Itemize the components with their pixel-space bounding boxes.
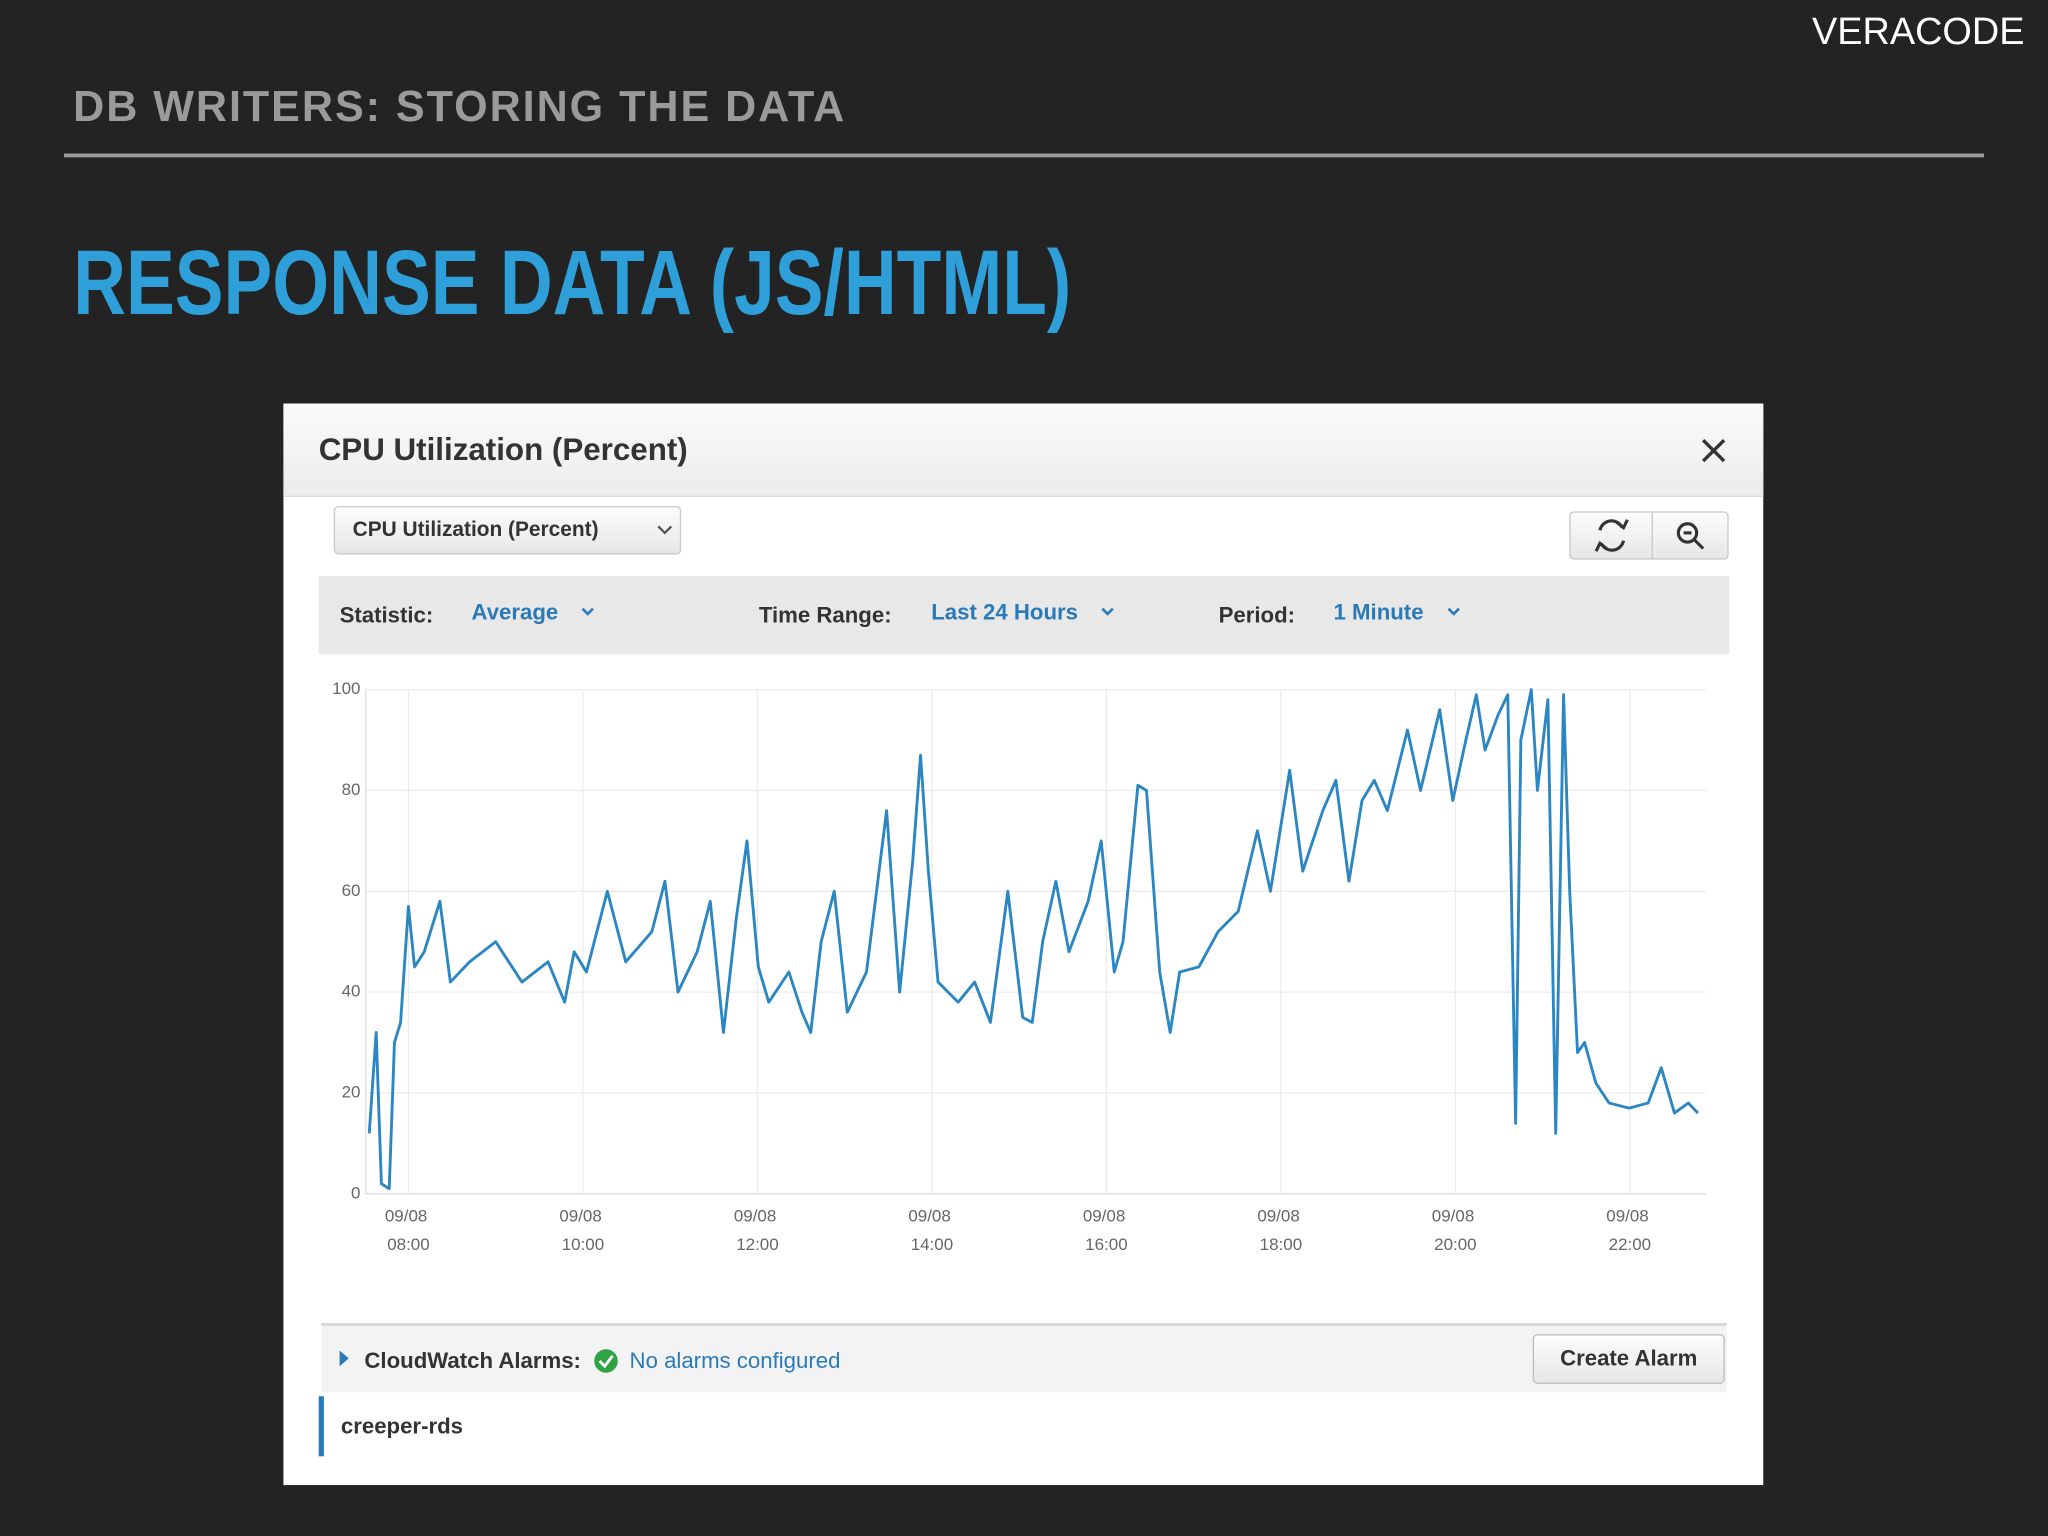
x-tick-label: 09/08 22:00 (1606, 1207, 1653, 1255)
chevron (1101, 607, 1114, 616)
brand: VERACODE (1812, 11, 2024, 53)
y-tick-label: 60 (342, 881, 361, 900)
chevron (581, 607, 594, 616)
period-label: Period: (1219, 602, 1295, 627)
instance-marker (318, 1396, 324, 1457)
statistic-label: Statistic: (340, 602, 434, 627)
alarms-bar (321, 1324, 1727, 1393)
period-select[interactable]: 1 Minute (1334, 600, 1424, 625)
content: VERACODE DB WRITERS: STORING THE DATA RE… (63, 11, 2024, 1486)
options-bar (318, 575, 1730, 655)
create-alarm-button[interactable] (1532, 1334, 1725, 1384)
time-range-select[interactable]: Last 24 Hours (931, 600, 1078, 625)
panel (283, 403, 1764, 1486)
cpu-line (367, 688, 1699, 1191)
metric-select[interactable] (333, 506, 682, 555)
panel-header (283, 403, 1764, 497)
metric-select-text: CPU Utilization (Percent) (353, 518, 599, 541)
y-tick-label: 40 (342, 982, 361, 1001)
statistic-select[interactable]: Average (472, 600, 559, 625)
y-tick-label: 80 (342, 780, 361, 799)
time-range-label: Time Range: (759, 602, 892, 627)
slide-title: RESPONSE DATA (JS/HTML) (73, 231, 1071, 334)
select-chevron (657, 525, 673, 535)
chevron (1447, 607, 1460, 616)
zoom-button[interactable] (1676, 522, 1705, 550)
x-tick-label: 09/08 18:00 (1257, 1207, 1304, 1255)
x-tick-label: 09/08 20:00 (1432, 1207, 1479, 1255)
chart: 0 20 40 60 80 100 09/08 08:00 09/08 10:00 09/08 … (332, 679, 1706, 1255)
x-tick-label: 09/08 16:00 (1083, 1207, 1130, 1255)
panel-title: CPU Utilization (Percent) (319, 432, 688, 467)
ok-check (598, 1354, 614, 1369)
x-tick-label: 09/08 10:00 (559, 1207, 606, 1255)
section-title: DB WRITERS: STORING THE DATA (73, 83, 846, 131)
close-button[interactable] (1701, 438, 1726, 463)
y-tick-label: 0 (351, 1183, 360, 1202)
alarms-status: No alarms configured (630, 1348, 841, 1373)
x-tick-label: 09/08 08:00 (385, 1207, 432, 1255)
y-tick-label: 20 (342, 1082, 361, 1101)
instance-name: creeper-rds (341, 1413, 463, 1438)
tool-buttons (1569, 511, 1729, 560)
create-alarm-text: Create Alarm (1560, 1346, 1697, 1371)
x-tick-label: 09/08 14:00 (908, 1207, 955, 1255)
y-tick-label: 100 (332, 679, 360, 698)
alarms-label: CloudWatch Alarms: (364, 1348, 581, 1373)
refresh-button[interactable] (1594, 519, 1629, 552)
ok-icon (594, 1349, 618, 1373)
expand-toggle[interactable] (339, 1350, 349, 1367)
x-tick-label: 09/08 12:00 (734, 1207, 781, 1255)
